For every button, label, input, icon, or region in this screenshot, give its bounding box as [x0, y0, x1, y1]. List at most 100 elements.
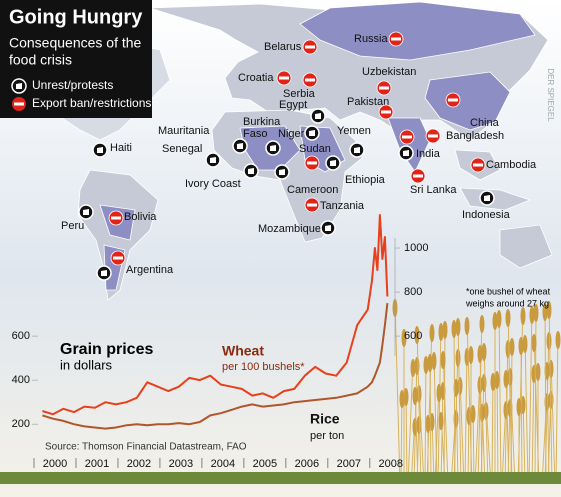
- wheat-ear: [455, 349, 461, 367]
- marker-bar: [413, 174, 423, 178]
- place-label: Haiti: [110, 142, 132, 154]
- wheat-stalk: [498, 310, 502, 485]
- wheat-stalk: [466, 317, 473, 485]
- ban-marker: [276, 70, 292, 86]
- wheat-ear: [496, 310, 502, 328]
- wheat-ear: [492, 312, 498, 330]
- wheat-stalk: [550, 360, 556, 485]
- series-line: [42, 214, 389, 416]
- marker-bar: [402, 135, 412, 139]
- wheat-stalk: [491, 373, 494, 485]
- marker-bar: [381, 110, 391, 114]
- unrest-marker: [398, 145, 414, 161]
- place-label: Belarus: [264, 41, 302, 53]
- y-tick-label: 200: [12, 418, 30, 430]
- wheat-ear: [546, 332, 552, 350]
- wheat-ear: [470, 405, 476, 423]
- unrest-marker: [265, 140, 281, 156]
- y2-tick-label: 600: [404, 330, 422, 342]
- place-label: Pakistan: [347, 96, 389, 108]
- place-label: Niger: [278, 128, 305, 140]
- wheat-ear: [436, 384, 442, 402]
- x-tick-label: 2008: [379, 458, 403, 470]
- wheat-stalk: [407, 359, 414, 485]
- wheat-ear: [505, 309, 511, 327]
- marker-fist: [354, 147, 360, 153]
- wheat-ear: [520, 307, 526, 325]
- wheat-stalk: [442, 351, 449, 485]
- marker-fist: [315, 113, 321, 119]
- wheat-ear: [466, 407, 472, 425]
- series-line: [42, 302, 389, 430]
- x-tick-label: 2002: [127, 458, 151, 470]
- wheat-ear: [464, 317, 470, 335]
- wheat-ear: [410, 359, 416, 377]
- wheat-stalk: [507, 309, 513, 485]
- place-label: Mauritania: [158, 125, 210, 137]
- marker-fist: [484, 195, 490, 201]
- wheat-ear: [509, 338, 515, 356]
- place-label: Yemen: [337, 125, 371, 137]
- wheat-stalk: [524, 335, 529, 485]
- y-tick-label: 600: [12, 330, 30, 342]
- wheat-ear: [516, 398, 522, 416]
- wheat-ear: [529, 306, 535, 324]
- y2-tick-label: 800: [404, 286, 422, 298]
- marker-fist: [309, 130, 315, 136]
- marker-fist: [210, 157, 216, 163]
- wheat-ear: [542, 303, 548, 321]
- place-label: China: [470, 117, 500, 129]
- wheat-ear: [490, 373, 496, 391]
- y-tick-label: 400: [12, 374, 30, 386]
- title: Going Hungry: [9, 6, 143, 28]
- wheat-stalk: [457, 318, 462, 485]
- wheat-stalk: [459, 377, 465, 485]
- wheat-stalk: [533, 334, 540, 485]
- wheat-ear: [403, 388, 409, 406]
- place-label: Peru: [61, 220, 84, 232]
- wheat-stalk: [453, 320, 456, 485]
- place-label: Croatia: [238, 72, 274, 84]
- credit: DER SPIEGEL: [546, 68, 555, 122]
- wheat-ear: [555, 331, 561, 349]
- marker-bar: [305, 45, 315, 49]
- wheat-ear: [399, 390, 405, 408]
- marker-fist: [97, 147, 103, 153]
- wheat-ear: [477, 345, 483, 363]
- series-name: Rice: [310, 411, 340, 427]
- wheat-ear: [423, 356, 429, 374]
- unrest-marker: [205, 152, 221, 168]
- wheat-stalk: [546, 362, 550, 485]
- marker-bar: [307, 203, 317, 207]
- ban-marker: [304, 197, 320, 213]
- wheat-ear: [531, 334, 537, 352]
- footnote: *one bushel of wheat: [466, 286, 551, 296]
- place-label: Burkina Faso: [243, 116, 281, 140]
- place-label: Egypt: [279, 99, 307, 111]
- wheat-ear: [535, 363, 541, 381]
- wheat-stalk: [483, 343, 489, 485]
- marker-bar: [111, 216, 121, 220]
- ban-marker: [410, 168, 426, 184]
- wheat-stalk: [394, 299, 401, 485]
- unrest-marker: [479, 190, 495, 206]
- x-tick-label: 2007: [337, 458, 361, 470]
- ban-marker: [304, 155, 320, 171]
- x-tick-label: 2001: [85, 458, 109, 470]
- wheat-ear: [412, 387, 418, 405]
- wheat-stalk: [548, 301, 553, 485]
- footnote: weighs around 27 kg: [465, 298, 549, 308]
- place-label: Senegal: [162, 143, 202, 155]
- marker-fist: [330, 160, 336, 166]
- marker-fist: [403, 150, 409, 156]
- x-tick-label: 2000: [43, 458, 67, 470]
- wheat-stalk: [479, 345, 483, 485]
- y2-tick-label: 1000: [404, 242, 428, 254]
- ban-marker: [378, 104, 394, 120]
- wheat-stalk: [416, 326, 422, 485]
- chart: Grain prices in dollars Source: Thomson …: [12, 214, 551, 470]
- wheat-stalk: [433, 352, 438, 485]
- unrest-marker: [232, 138, 248, 154]
- ban-marker: [108, 210, 124, 226]
- place-label: Russia: [354, 33, 389, 45]
